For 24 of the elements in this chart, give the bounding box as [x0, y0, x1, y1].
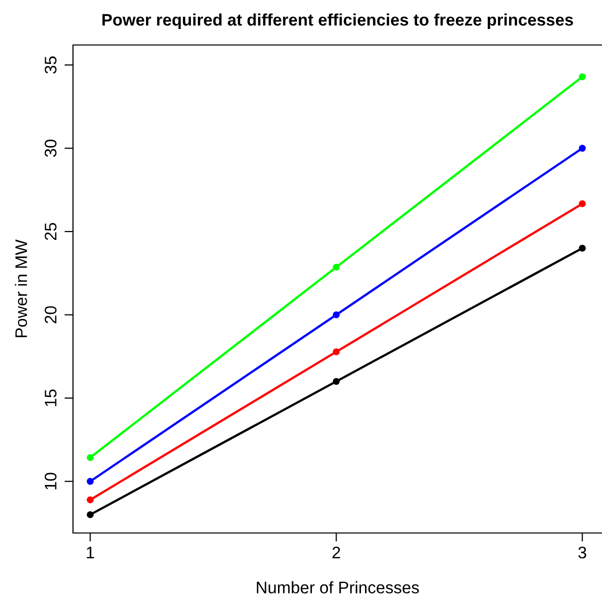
point: [332, 378, 340, 385]
y-tick-label: 20: [44, 306, 57, 324]
point: [86, 496, 94, 504]
x-tick-label: 1: [86, 546, 94, 558]
point: [332, 311, 340, 318]
y-tick-label: 25: [44, 222, 57, 240]
point: [332, 348, 340, 356]
point: [86, 478, 94, 485]
x-tick-label: 3: [578, 546, 586, 558]
point: [86, 511, 94, 518]
point: [578, 73, 586, 80]
chart-title: Power required at different efficiencies to freeze princesses: [102, 13, 574, 30]
y-tick-label: 15: [44, 390, 57, 406]
y-tick-label: 10: [44, 472, 57, 490]
point: [578, 200, 586, 208]
y-tick-label: 30: [44, 140, 57, 157]
point: [578, 144, 586, 152]
point: [86, 454, 94, 462]
x-tick-label: 2: [332, 546, 340, 558]
point: [578, 244, 586, 252]
y-tick-label: 35: [44, 56, 57, 74]
x-axis-title: Number of Princesses: [256, 581, 419, 594]
y-axis-title: Power in MW: [14, 240, 28, 338]
point: [332, 264, 340, 271]
